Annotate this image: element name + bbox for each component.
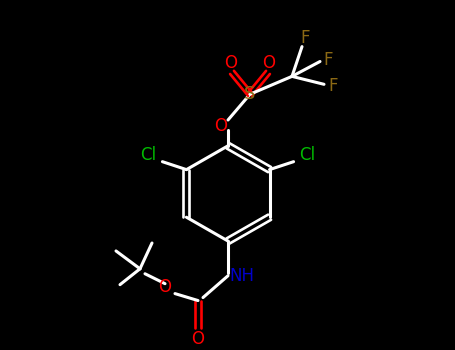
Text: O: O — [192, 330, 204, 348]
Text: Cl: Cl — [299, 146, 316, 164]
Text: O: O — [214, 117, 228, 135]
Text: F: F — [323, 50, 333, 69]
Text: NH: NH — [229, 267, 254, 285]
Text: S: S — [244, 85, 256, 103]
Text: O: O — [263, 55, 275, 72]
Text: O: O — [224, 55, 238, 72]
Text: O: O — [158, 278, 172, 296]
Text: Cl: Cl — [141, 146, 157, 164]
Text: F: F — [300, 29, 310, 47]
Text: F: F — [328, 77, 338, 95]
